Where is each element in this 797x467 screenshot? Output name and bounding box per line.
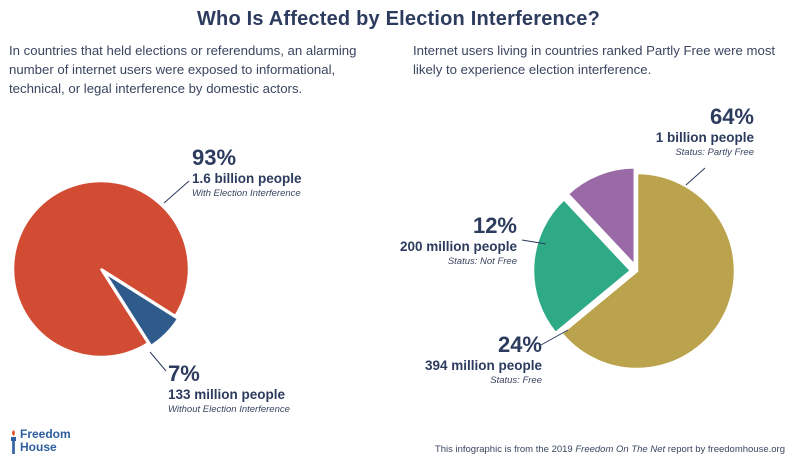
interference-pie-slice-1 xyxy=(102,270,180,348)
footer-report: Freedom On The Net xyxy=(575,444,666,455)
slice-people-with: 1.6 billion people xyxy=(192,171,302,186)
slice-label-without: Without Election Interference xyxy=(168,404,290,415)
slice-label-not-free: Status: Not Free xyxy=(447,256,517,267)
label-without-interference: 7% 133 million people Without Election I… xyxy=(168,362,290,417)
freedom-house-logo: Freedom House xyxy=(10,427,80,459)
label-not-free: 12% 200 million people Status: Not Free xyxy=(400,214,517,269)
footer-source: This infographic is from the 2019 Freedo… xyxy=(435,444,785,455)
slice-percent-partly-free: 64% xyxy=(709,104,754,129)
slice-percent-with: 93% xyxy=(192,145,237,170)
slice-label-partly-free: Status: Partly Free xyxy=(675,147,754,158)
slice-percent-free: 24% xyxy=(497,332,542,357)
logo-line2: House xyxy=(20,440,57,454)
slice-label-with: With Election Interference xyxy=(192,188,301,199)
intro-left-text: In countries that held elections or refe… xyxy=(9,43,357,96)
status-pie-slice-2 xyxy=(565,166,637,269)
leader-line-partly-free xyxy=(685,167,706,186)
slice-people-without: 133 million people xyxy=(168,387,286,402)
slice-percent-not-free: 12% xyxy=(472,213,517,238)
intro-right-text: Internet users living in countries ranke… xyxy=(413,43,776,77)
leader-line-not-free xyxy=(521,239,547,245)
slice-label-free: Status: Free xyxy=(490,375,542,386)
leader-line-without xyxy=(149,351,167,372)
leader-line-free xyxy=(540,329,569,346)
slice-percent-without: 7% xyxy=(168,361,200,386)
leader-line-with xyxy=(163,180,190,204)
status-pie-slice-0 xyxy=(559,171,737,371)
interference-pie-slice-0 xyxy=(11,179,191,359)
logo-line1: Freedom xyxy=(20,427,71,441)
chart-title: Who Is Affected by Election Interference… xyxy=(196,8,601,30)
status-pie-slice-1 xyxy=(531,197,633,335)
slice-people-partly-free: 1 billion people xyxy=(655,130,754,145)
slice-people-not-free: 200 million people xyxy=(399,239,517,254)
label-partly-free: 64% 1 billion people Status: Partly Free xyxy=(656,105,754,160)
label-with-interference: 93% 1.6 billion people With Election Int… xyxy=(192,146,302,201)
footer-prefix: This infographic is from the 2019 xyxy=(434,444,576,455)
torch-icon xyxy=(11,430,16,454)
slice-people-free: 394 million people xyxy=(424,358,542,373)
label-free: 24% 394 million people Status: Free xyxy=(425,333,542,388)
footer-suffix: report by freedomhouse.org xyxy=(665,444,785,455)
